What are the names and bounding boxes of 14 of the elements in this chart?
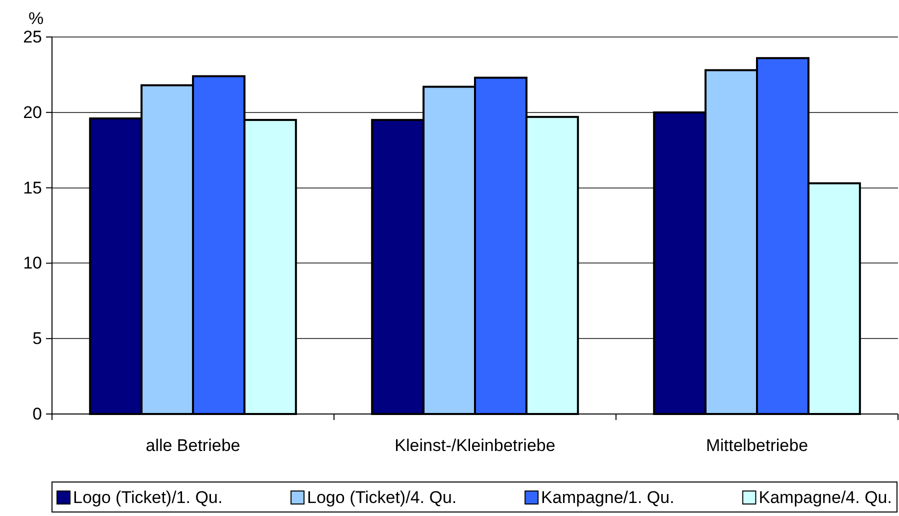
x-tick-label: Mittelbetriebe	[706, 436, 808, 455]
y-tick-label: 15	[23, 178, 42, 198]
y-tick-label: 0	[32, 404, 42, 424]
x-tick-label: Kleinst-/Kleinbetriebe	[394, 436, 556, 455]
y-tick-label: 20	[23, 102, 42, 122]
legend-label: Logo (Ticket)/4. Qu.	[307, 488, 457, 507]
y-tick-label: 25	[23, 27, 42, 46]
y-axis-title: %	[28, 9, 44, 28]
legend-label: Kampagne/1. Qu.	[541, 488, 674, 507]
legend-label: Logo (Ticket)/1. Qu.	[73, 488, 223, 507]
legend-label: Kampagne/4. Qu.	[758, 488, 892, 507]
x-tick-label: alle Betriebe	[146, 436, 240, 455]
y-tick-label: 10	[23, 254, 42, 273]
y-tick-label: 5	[32, 329, 42, 348]
